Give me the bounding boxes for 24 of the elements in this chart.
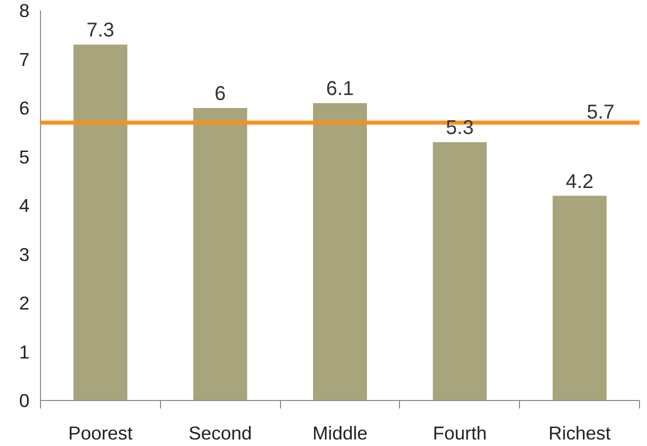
y-tick-label: 1 xyxy=(19,341,30,362)
bar xyxy=(313,103,367,400)
bar xyxy=(552,196,607,400)
x-tick-label: Fourth xyxy=(432,422,487,444)
y-tick-label: 3 xyxy=(19,244,30,265)
data-label: 7.3 xyxy=(86,20,114,42)
data-label: 6.1 xyxy=(326,78,354,100)
y-tick-label: 7 xyxy=(19,48,30,70)
y-tick-label: 6 xyxy=(19,98,30,118)
y-tick-label: 4 xyxy=(19,195,30,216)
ref-line-label: 5.7 xyxy=(586,102,615,124)
y-tick-label: 8 xyxy=(19,0,30,21)
bar xyxy=(432,142,487,400)
x-tick-label: Middle xyxy=(312,422,368,444)
bar xyxy=(193,108,248,400)
y-tick-label: 0 xyxy=(19,390,30,411)
data-label: 4.2 xyxy=(566,170,594,193)
x-tick-label: Richest xyxy=(548,422,612,444)
y-tick-label: 5 xyxy=(19,146,30,168)
data-label: 6 xyxy=(214,83,226,105)
x-tick-label: Second xyxy=(188,422,252,444)
bar xyxy=(73,44,128,400)
x-tick-label: Poorest xyxy=(68,422,134,444)
y-tick-label: 2 xyxy=(19,292,30,314)
